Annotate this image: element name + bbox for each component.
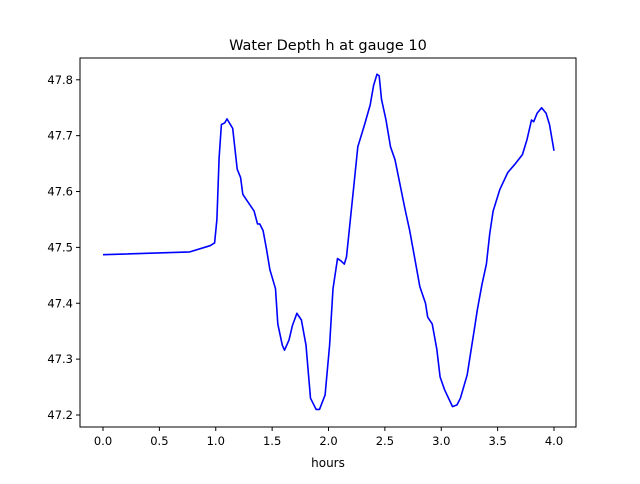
x-tick-label: 3.5 xyxy=(488,434,506,448)
y-tick-label: 47.3 xyxy=(47,352,73,366)
y-axis: 47.2 47.3 47.4 47.5 47.6 47.7 47.8 xyxy=(47,73,80,422)
series-line-h xyxy=(102,73,555,411)
y-tick-label: 47.2 xyxy=(47,408,73,422)
x-tick-label: 2.0 xyxy=(319,434,337,448)
plot-area xyxy=(102,73,555,411)
x-tick-label: 0.0 xyxy=(94,434,112,448)
y-tick-label: 47.5 xyxy=(47,240,73,254)
x-tick-label: 4.0 xyxy=(545,434,563,448)
x-tick-label: 1.0 xyxy=(207,434,225,448)
axes-frame xyxy=(79,57,577,428)
x-tick-label: 3.0 xyxy=(432,434,450,448)
x-axis-label: hours xyxy=(311,456,345,470)
x-tick-label: 2.5 xyxy=(376,434,394,448)
x-tick-label: 1.5 xyxy=(263,434,281,448)
x-axis: 0.0 0.5 1.0 1.5 2.0 2.5 3.0 3.5 4.0 xyxy=(94,427,563,448)
y-tick-label: 47.6 xyxy=(47,185,73,199)
y-tick-label: 47.7 xyxy=(47,129,73,143)
x-tick-label: 0.5 xyxy=(150,434,168,448)
y-tick-label: 47.8 xyxy=(47,73,73,87)
y-tick-label: 47.4 xyxy=(47,296,73,310)
chart-title: Water Depth h at gauge 10 xyxy=(229,38,427,54)
